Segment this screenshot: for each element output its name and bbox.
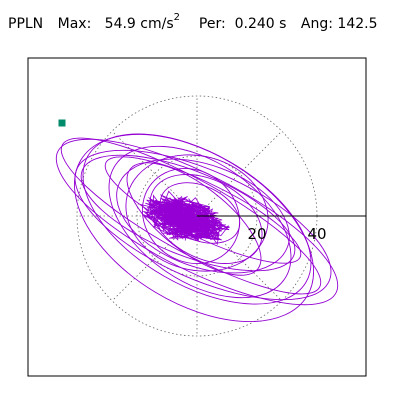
motion-trace-loop-11: [141, 167, 241, 265]
ring-labels: 20 40: [247, 225, 326, 243]
ang-value: 142.5: [337, 15, 378, 32]
motion-trace-loop-13: [73, 133, 315, 323]
start-marker: [58, 119, 66, 127]
grid-spoke-2: [196, 130, 283, 217]
motion-trace-loop-7: [116, 158, 290, 274]
ang-label: Ang:: [300, 15, 333, 32]
motion-trace-loop-8: [126, 162, 262, 276]
per-label: Per:: [198, 15, 226, 32]
ring-label-20: 20: [247, 225, 266, 243]
ring-label-40: 40: [307, 225, 326, 243]
motion-trace-loop-2: [60, 137, 322, 295]
motion-trace-loop-6: [108, 145, 292, 299]
motion-trace-loop-1: [55, 138, 339, 306]
station-code: PPLN: [8, 15, 44, 32]
plot-header: PPLN Max: 54.9 cm/s2 Per: 0.240 s Ang: 1…: [8, 12, 378, 32]
per-value-number: 0.240 s: [234, 15, 287, 32]
motion-traces: [55, 133, 339, 323]
max-value-number: 54.9 cm/s: [104, 15, 174, 32]
max-label: Max:: [57, 15, 92, 32]
max-unit-exponent: 2: [173, 12, 180, 23]
plot-frame: [27, 57, 367, 377]
motion-trace-loop-10: [149, 174, 263, 264]
motion-trace-loop-5: [80, 154, 296, 272]
max-value: 54.9 cm/s2: [96, 12, 180, 32]
start-point-marker: [58, 119, 66, 127]
per-value: 0.240 s: [230, 15, 287, 32]
motion-trace-core: [139, 190, 230, 246]
